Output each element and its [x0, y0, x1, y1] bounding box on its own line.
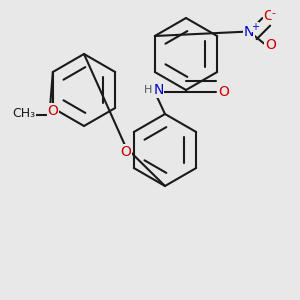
Text: O: O	[265, 38, 276, 52]
Text: N: N	[153, 83, 164, 97]
Text: H: H	[144, 85, 153, 95]
Text: O: O	[121, 145, 131, 159]
Text: N: N	[244, 25, 254, 38]
Text: +: +	[251, 22, 259, 32]
Text: CH₃: CH₃	[12, 106, 36, 120]
Text: O: O	[48, 104, 58, 118]
Text: O: O	[218, 85, 229, 98]
Text: -: -	[272, 8, 276, 19]
Text: O: O	[264, 9, 274, 22]
